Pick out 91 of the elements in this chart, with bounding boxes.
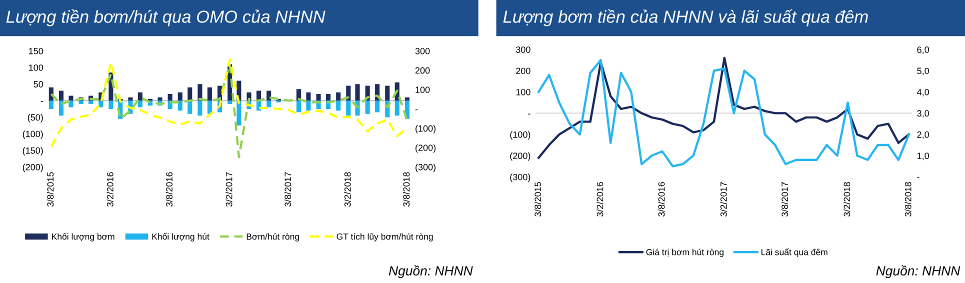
y-tick-label: 150 — [29, 48, 44, 54]
y2-tick-label: 1,0 — [917, 152, 929, 160]
bar — [306, 100, 311, 111]
bar — [365, 100, 370, 114]
text: Nguồn: NHNN — [876, 265, 960, 278]
bar — [266, 100, 272, 108]
y2-tick-label: 5,0 — [917, 68, 929, 76]
y-tick-label: 100 — [29, 64, 44, 71]
y-tick-label: (200) — [22, 164, 43, 172]
x-tick-label: 3/8/2018 — [904, 182, 912, 217]
y-tick-label: - — [40, 101, 43, 102]
bar — [316, 94, 321, 101]
bar — [207, 87, 212, 101]
x-tick-label: 3/8/2016 — [658, 182, 665, 217]
legend-label: Khối lượng bơm — [52, 232, 114, 242]
y2-tick-label: 6,0 — [917, 46, 929, 54]
y-tick-label: (200) — [510, 152, 530, 161]
x-tick-label: 3/8/2015 — [46, 172, 54, 207]
x-tick-label: 3/8/2017 — [781, 182, 788, 217]
y-tick-label: 300 — [516, 46, 530, 53]
x-tick-label: 3/8/2018 — [402, 172, 410, 207]
bar — [128, 97, 133, 101]
bar — [108, 100, 114, 109]
legend-label: Khối lượng hút — [152, 232, 210, 242]
legend-label: Giá trị bơm hút ròng — [646, 248, 724, 257]
bar — [58, 90, 64, 101]
bar — [375, 100, 380, 112]
bar — [198, 100, 202, 116]
y2-tick-label: 200 — [415, 67, 430, 74]
y2-tick-label: 100 — [416, 86, 430, 93]
text: Nguồn: NHNN — [388, 265, 473, 278]
y2-tick-label: 300 — [415, 48, 430, 54]
bar — [306, 92, 311, 101]
bar — [355, 84, 360, 101]
x-tick-label: 3/8/2016 — [166, 172, 172, 207]
y2-tick-label: 3,0 — [917, 110, 929, 118]
y-tick-label: (300) — [510, 174, 530, 182]
bar — [346, 100, 351, 116]
chart-title: Lượng bơm tiền của NHNN và lãi suất qua đêm — [503, 9, 868, 26]
y2-tick-label: 2,0 — [917, 131, 929, 139]
bar — [68, 100, 74, 108]
y-tick-label: 200 — [516, 68, 530, 74]
bar — [228, 100, 232, 104]
chart-title: Lượng tiền bơm/hút qua OMO của NHNN — [6, 9, 326, 26]
x-tick-label: 3/2/2017 — [720, 182, 727, 217]
x-tick-label: 3/2/2016 — [106, 172, 114, 207]
y2-tick-label: - — [917, 177, 920, 178]
legend-label: Lãi suất qua đêm — [762, 248, 828, 257]
bar — [266, 90, 272, 101]
bar — [296, 100, 301, 112]
legend-label: GT tích lũy bơm/hút ròng — [336, 233, 433, 242]
legend-label: Bơm/hút ròng — [246, 233, 299, 242]
bar — [168, 94, 172, 101]
bar — [394, 100, 400, 116]
y-tick-label: 100 — [516, 88, 530, 96]
bar — [58, 100, 64, 116]
bar — [326, 94, 331, 101]
bar — [88, 100, 94, 104]
bar — [138, 92, 142, 101]
bar — [385, 86, 390, 101]
y-tick-label: (150) — [22, 147, 43, 156]
bar — [188, 100, 192, 114]
y2-tick-label: (300) — [416, 164, 436, 172]
bar — [98, 100, 104, 108]
y2-tick-label: (100) — [416, 125, 436, 134]
bar — [138, 100, 142, 108]
y-tick-label: (100) — [22, 130, 43, 139]
y-tick-label: (50) — [28, 114, 43, 122]
bar — [236, 100, 242, 126]
bar — [158, 97, 162, 101]
y2-tick-label: (200) — [416, 144, 436, 153]
x-tick-label: 3/2/2018 — [844, 182, 850, 217]
y2-tick-label: 4,0 — [916, 88, 929, 96]
bar — [188, 87, 192, 101]
bar — [404, 97, 410, 101]
bar — [336, 100, 341, 111]
y-tick-label: 50 — [34, 81, 44, 88]
bar — [336, 92, 341, 101]
x-tick-label: 3/2/2018 — [344, 172, 351, 207]
bar — [78, 100, 84, 104]
y2-tick-label: - — [415, 109, 418, 110]
x-tick-label: 3/8/2015 — [534, 182, 542, 217]
x-tick-label: 3/2/2016 — [596, 182, 604, 217]
bar — [178, 92, 182, 101]
bar — [48, 100, 54, 109]
x-tick-label: 3/8/2017 — [284, 172, 292, 207]
bar — [207, 100, 212, 114]
x-tick-label: 3/2/2017 — [226, 172, 232, 207]
bar — [178, 100, 182, 111]
bar — [68, 96, 74, 101]
y-tick-label: (100) — [510, 131, 530, 140]
